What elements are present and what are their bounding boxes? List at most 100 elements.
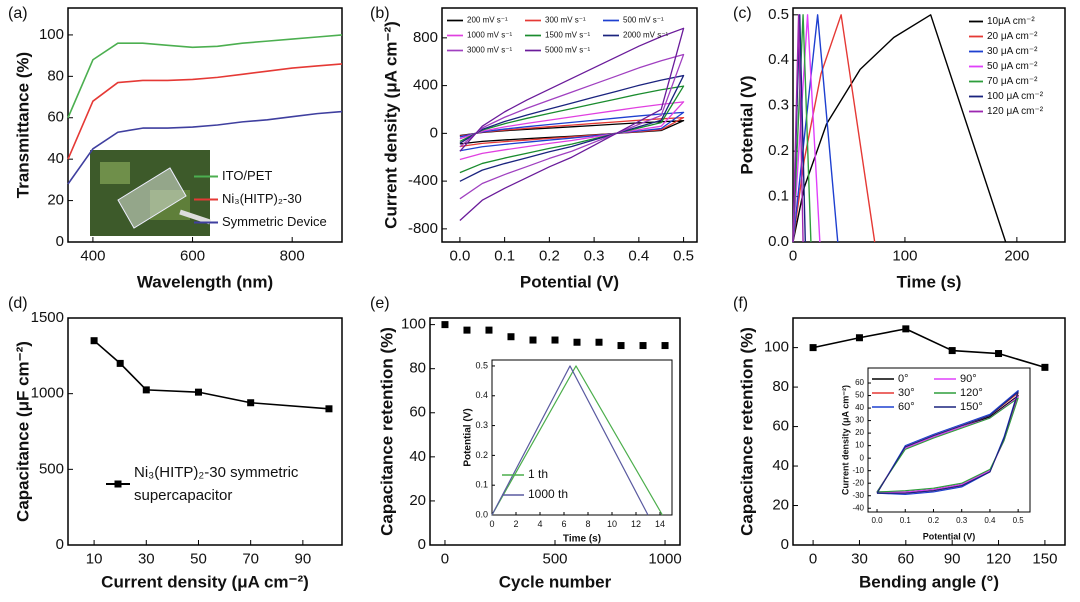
series-line — [459, 116, 685, 148]
y-tick-label: -40 — [852, 503, 864, 512]
legend-label: 0° — [898, 373, 909, 385]
legend-label: 10μA cm⁻² — [987, 16, 1035, 27]
x-tick-label: 0 — [809, 551, 817, 568]
y-tick-label: 20 — [772, 496, 789, 513]
y-axis-label: Potential (V) — [737, 75, 756, 174]
y-tick-label: 0 — [430, 124, 438, 141]
x-axis-label: Wavelength (nm) — [137, 272, 273, 291]
data-point — [441, 321, 449, 329]
data-point — [463, 326, 471, 334]
x-tick-label: 0.4 — [628, 248, 649, 265]
y-tick-label: 40 — [772, 457, 789, 474]
x-tick-label: 70 — [242, 551, 259, 568]
panel-label: (d) — [8, 295, 28, 312]
series-line — [792, 14, 821, 243]
y-tick-label: 0 — [860, 453, 865, 462]
y-tick-label: -20 — [852, 478, 864, 487]
x-axis-label: Potential (V) — [520, 272, 619, 291]
x-tick-label: 4 — [537, 519, 542, 529]
plot-frame — [67, 7, 343, 243]
series-line — [792, 14, 804, 243]
y-tick-label: 1000 — [31, 385, 64, 402]
x-tick-label: 30 — [138, 551, 155, 568]
legend-label: 200 mV s⁻¹ — [467, 16, 508, 25]
y-tick-label: 20 — [855, 428, 864, 437]
legend-label: Ni₃(HITP)₂-30 symmetric supercapacitor — [134, 464, 299, 504]
data-point — [90, 337, 98, 345]
x-tick-label: 120 — [986, 551, 1011, 568]
x-tick-label: 6 — [561, 519, 566, 529]
x-tick-label: 50 — [190, 551, 207, 568]
x-tick-label: 0.1 — [494, 248, 515, 265]
series-line — [876, 391, 1019, 494]
series-line — [459, 85, 685, 174]
y-tick-label: -400 — [408, 172, 438, 189]
x-tick-label: 800 — [280, 248, 305, 265]
y-tick-label: 0.4 — [475, 390, 488, 400]
plot-frame — [792, 7, 1066, 243]
legend-label: 1 th — [528, 467, 548, 481]
legend-label: Ni₃(HITP)₂-30 — [222, 191, 302, 206]
y-tick-label: 0 — [418, 536, 426, 553]
y-tick-label: 80 — [409, 360, 426, 377]
y-tick-label: 0.0 — [768, 233, 789, 250]
x-tick-label: 0.1 — [900, 516, 912, 525]
x-tick-label: 0.4 — [984, 516, 996, 525]
x-tick-label: 0.2 — [928, 516, 940, 525]
x-tick-label: 400 — [80, 248, 105, 265]
x-tick-label: 14 — [655, 519, 665, 529]
y-tick-label: 800 — [413, 29, 438, 46]
plot-frame — [491, 359, 673, 516]
y-axis-label: Transmittance (%) — [13, 52, 32, 198]
y-tick-label: 40 — [409, 448, 426, 465]
series-line — [67, 34, 343, 119]
y-tick-label: 0.3 — [768, 97, 789, 114]
x-tick-label: 0 — [489, 519, 494, 529]
legend-label: 1500 mV s⁻¹ — [545, 31, 590, 40]
x-tick-label: 150 — [1032, 551, 1057, 568]
legend-label: 500 mV s⁻¹ — [623, 16, 664, 25]
y-tick-label: 0.1 — [768, 188, 789, 205]
y-tick-label: 80 — [47, 67, 64, 84]
y-tick-label: 40 — [855, 403, 864, 412]
y-tick-label: 50 — [855, 391, 864, 400]
y-tick-label: 0.0 — [475, 509, 488, 519]
y-tick-label: 30 — [855, 416, 864, 425]
y-tick-label: 500 — [39, 460, 64, 477]
y-tick-label: 1500 — [31, 309, 64, 326]
data-point — [1041, 363, 1049, 371]
y-axis-label: Current density (μA cm⁻²) — [840, 385, 850, 495]
data-point — [325, 405, 333, 413]
legend-label: 120 μA cm⁻² — [987, 106, 1044, 117]
plot-frame — [441, 7, 698, 243]
data-point — [639, 342, 647, 350]
legend-marker — [114, 480, 122, 488]
x-tick-label: 100 — [892, 248, 917, 265]
x-tick-label: 10 — [607, 519, 617, 529]
legend-label: 50 μA cm⁻² — [987, 61, 1038, 72]
data-point — [142, 386, 150, 394]
y-axis-label: Capacitance retention (%) — [377, 327, 396, 536]
series-line — [491, 365, 649, 516]
legend-label: 60° — [898, 401, 915, 413]
y-tick-label: 0 — [56, 233, 64, 250]
data-point — [902, 325, 910, 333]
y-tick-label: 20 — [47, 192, 64, 209]
series-line — [67, 110, 343, 185]
x-tick-label: 0 — [789, 248, 797, 265]
x-tick-label: 1000 — [648, 551, 681, 568]
y-tick-label: 0.2 — [475, 450, 488, 460]
series-line — [491, 365, 663, 516]
x-tick-label: 0.0 — [871, 516, 883, 525]
series-line — [459, 111, 685, 152]
y-tick-label: 60 — [409, 404, 426, 421]
y-tick-label: 100 — [39, 26, 64, 43]
legend-label: 5000 mV s⁻¹ — [545, 46, 590, 55]
series-line — [459, 53, 685, 200]
x-tick-label: 90 — [295, 551, 312, 568]
y-tick-label: 20 — [409, 492, 426, 509]
y-tick-label: 60 — [772, 418, 789, 435]
x-tick-label: 12 — [631, 519, 641, 529]
x-axis-label: Cycle number — [499, 572, 612, 591]
